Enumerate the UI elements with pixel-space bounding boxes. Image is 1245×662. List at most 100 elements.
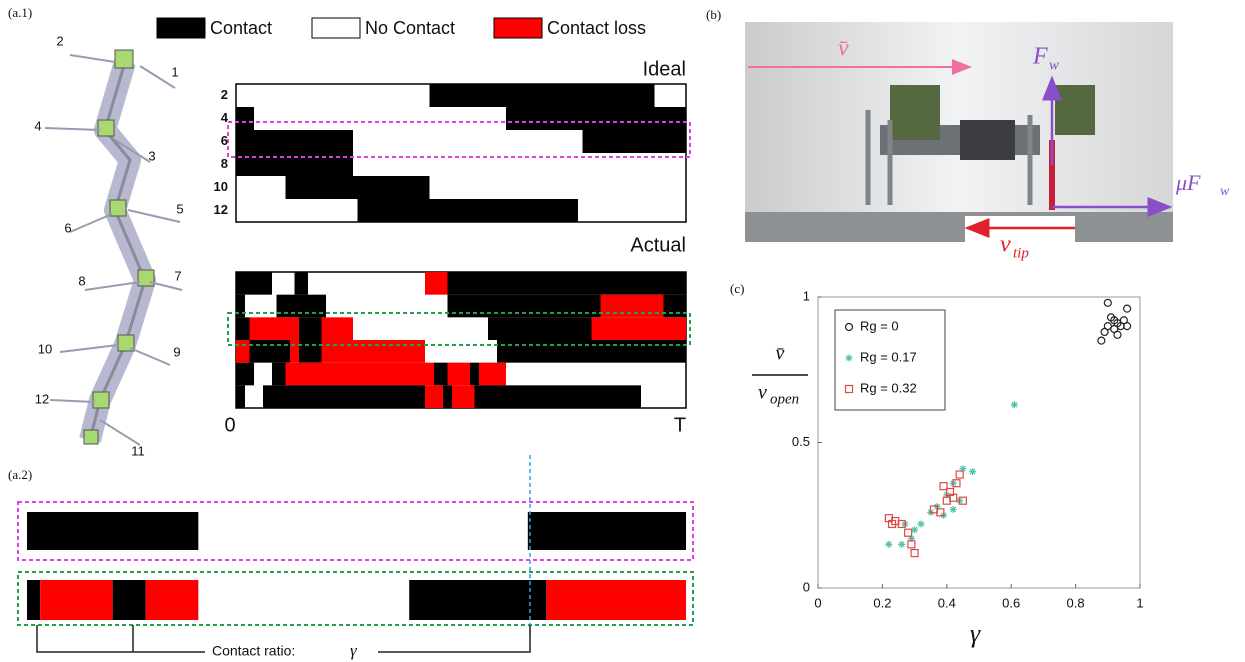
robot-photo (745, 22, 1173, 242)
contact-segment (447, 294, 601, 318)
contact-segment (145, 580, 199, 620)
contact-segment (447, 272, 686, 295)
leg-label: 9 (173, 344, 180, 359)
contact-segment (409, 580, 547, 620)
contact-segment (527, 512, 686, 550)
contact-segment (236, 130, 353, 153)
point (952, 479, 961, 488)
point (904, 528, 913, 537)
contact-segment (447, 362, 470, 386)
panel-label: (b) (706, 7, 721, 22)
contact-segment (425, 385, 443, 408)
contact-segment (290, 340, 299, 363)
contact-segment (582, 130, 686, 153)
annotation: F (1032, 44, 1048, 70)
point (907, 535, 915, 543)
point (897, 519, 906, 529)
legend-label: Rg = 0.17 (860, 349, 917, 364)
highlight-box (17, 571, 694, 626)
point (1113, 330, 1122, 339)
leg-label: 11 (131, 443, 145, 458)
contact-segment (40, 580, 113, 620)
y-tick-label: 1 (803, 288, 810, 303)
contact-segment (488, 317, 592, 340)
point (1123, 304, 1132, 313)
contact-segment (429, 84, 655, 107)
row-label: 10 (214, 179, 228, 194)
ratio-symbol: γ (350, 641, 358, 660)
contact-segment (236, 272, 272, 295)
contact-segment (276, 294, 326, 318)
actual-title: Actual (630, 234, 686, 256)
contact-segment (470, 362, 479, 386)
contact-segment (236, 153, 353, 176)
legend-swatch (493, 17, 543, 39)
annotation: μF (1175, 170, 1201, 195)
contact-segment (285, 176, 430, 199)
contact-segment (591, 317, 686, 340)
point (1103, 298, 1112, 307)
contact-segment (497, 340, 686, 363)
contact-segment (272, 362, 286, 386)
contact-segment (299, 340, 322, 363)
contact-segment (443, 385, 452, 408)
row-label: 12 (214, 202, 228, 217)
x-tick-label: 0 (814, 595, 821, 610)
contact-segment (479, 362, 506, 386)
contact-segment (434, 362, 448, 386)
x-tick-label: 0.2 (873, 595, 891, 610)
contact-segment (299, 317, 322, 340)
point (1010, 401, 1018, 409)
leg-label: 8 (78, 273, 85, 288)
contact-segment (236, 317, 250, 340)
contact-segment (112, 580, 146, 620)
leg-label: 2 (56, 33, 63, 48)
leg-label: 12 (35, 391, 49, 406)
leg-label: 7 (174, 268, 181, 283)
annotation-sub: tip (1013, 245, 1029, 261)
ideal-title: Ideal (643, 58, 686, 80)
legend-label: Contact (210, 18, 272, 38)
point (887, 519, 897, 529)
x-tick-label: 0.6 (1002, 595, 1020, 610)
leg-label: 6 (64, 220, 71, 235)
legend-label: Contact loss (547, 18, 646, 38)
row-label: 2 (221, 87, 228, 102)
point (898, 540, 906, 548)
contact-segment (663, 294, 686, 318)
row-label: 6 (221, 133, 228, 148)
contact-segment (425, 272, 448, 295)
leg-label: 10 (38, 341, 52, 356)
legend-swatch (156, 17, 206, 39)
point (885, 540, 893, 548)
panel-label: (a.1) (8, 5, 32, 20)
ratio-bracket (36, 625, 531, 653)
highlight-box (17, 501, 694, 561)
point (911, 526, 919, 534)
gait-marks (27, 84, 686, 620)
annotation-sub: w (1220, 184, 1230, 199)
ratio-label: Contact ratio: (212, 643, 295, 659)
legend-label: Rg = 0.32 (860, 380, 917, 395)
contact-segment (321, 340, 425, 363)
contact-segment (285, 362, 434, 386)
contact-segment (27, 512, 199, 550)
robot-illustration (44, 49, 183, 446)
point (958, 496, 968, 505)
scatter-plot: 0 0.2 0.4 0.6 0.8 1 0 0.5 1 Rg = 0 Rg = 0.17 Rg = 0… (792, 288, 1144, 610)
point (969, 468, 977, 476)
contact-segment (236, 385, 245, 408)
panel-label: (c) (730, 281, 744, 296)
x-tick-label: 1 (1136, 595, 1143, 610)
point (929, 505, 939, 514)
leg-label: 1 (171, 64, 178, 79)
x-tick-label: 0.8 (1067, 595, 1085, 610)
highlight-box (227, 121, 691, 158)
contact-segment (236, 294, 245, 318)
annotation: v (1000, 232, 1011, 258)
row-label: 4 (221, 110, 229, 125)
leg-label: 4 (34, 118, 41, 133)
y-tick-label: 0 (803, 579, 810, 594)
point (959, 465, 967, 473)
point (907, 540, 916, 549)
